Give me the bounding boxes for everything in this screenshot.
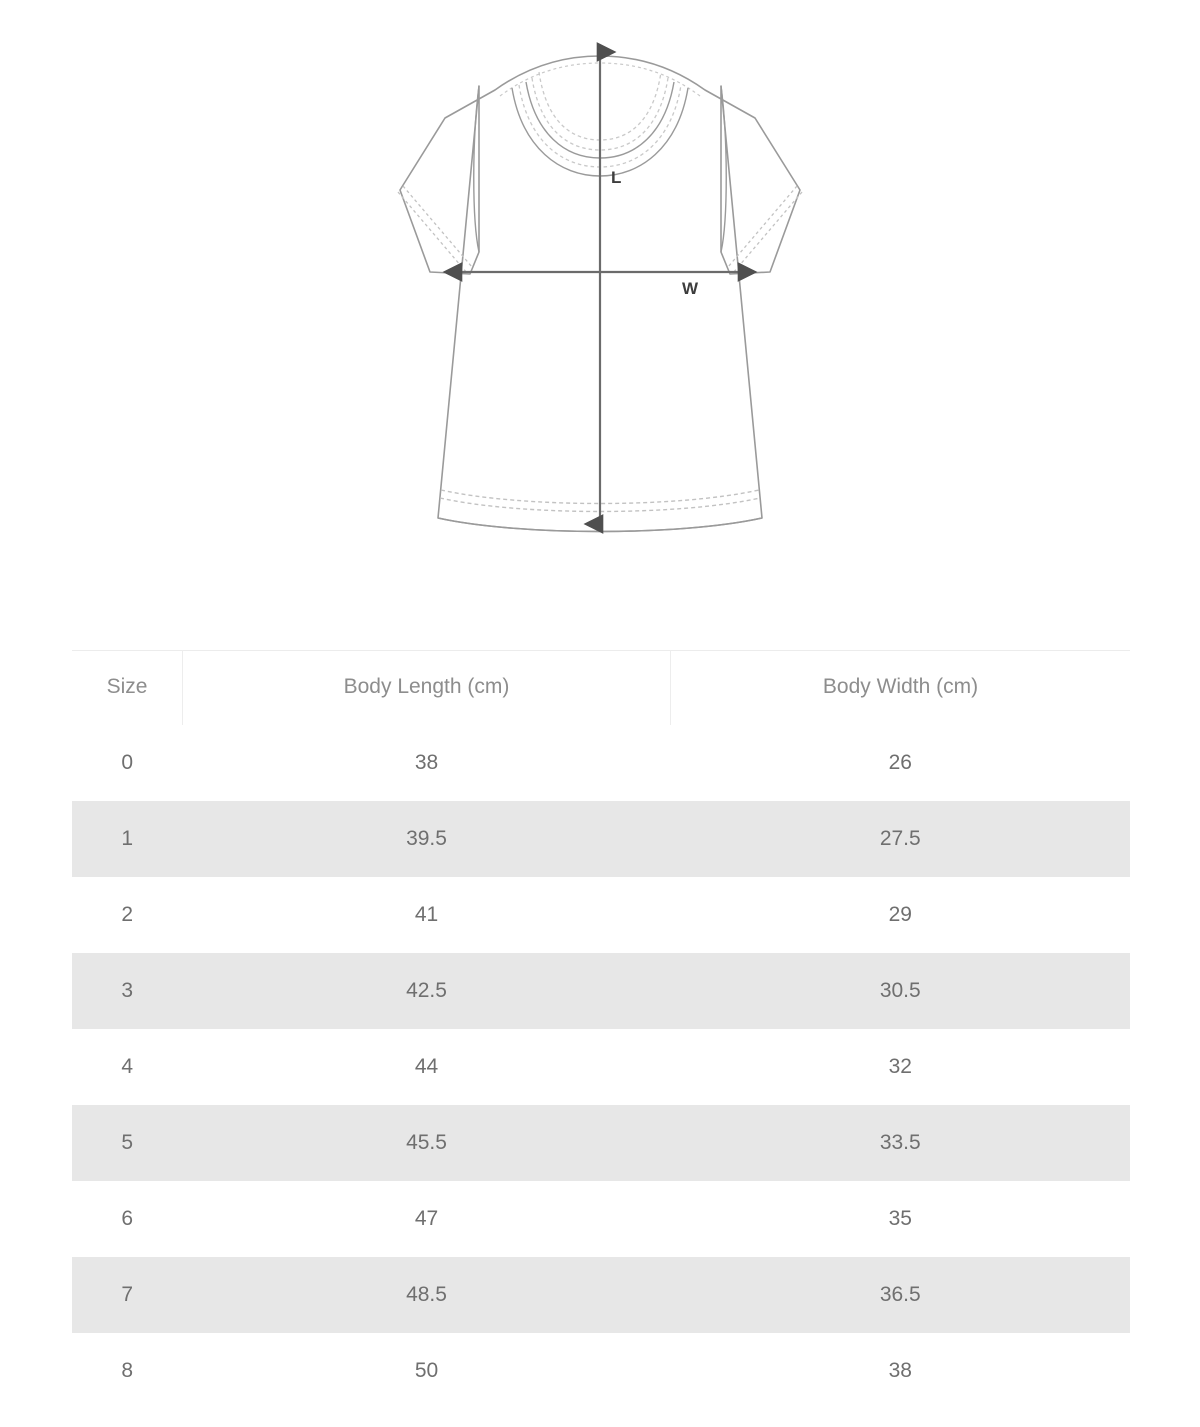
garment-diagram-area: L W: [0, 0, 1200, 620]
table-row: 3 42.5 30.5: [72, 953, 1130, 1029]
table-row: 1 39.5 27.5: [72, 801, 1130, 877]
table-row: 7 48.5 36.5: [72, 1257, 1130, 1333]
cell-body-length: 41: [414, 903, 439, 926]
cell-body-width: 32: [888, 1055, 912, 1078]
armhole-seams: [473, 85, 727, 253]
table-header-row: Size Body Length (cm) Body Width (cm): [72, 650, 1130, 725]
cell-body-length: 45.5: [406, 1131, 447, 1154]
cell-size: 5: [121, 1131, 134, 1154]
table-row: 8 50 38: [72, 1333, 1130, 1409]
cell-size: 3: [121, 979, 134, 1002]
cell-body-width: 38: [888, 1359, 912, 1382]
cell-body-length: 44: [414, 1055, 439, 1078]
cell-size: 4: [121, 1055, 134, 1078]
cell-body-length: 39.5: [406, 827, 447, 850]
cell-body-width: 26: [888, 751, 912, 774]
cell-size: 8: [121, 1359, 134, 1382]
column-header-size: Size: [106, 675, 148, 698]
table-row: 4 44 32: [72, 1029, 1130, 1105]
column-header-body-length: Body Length (cm): [182, 650, 671, 725]
body-width-measure-label: W: [682, 279, 699, 298]
cell-size: 0: [121, 751, 134, 774]
cell-body-length: 48.5: [406, 1283, 447, 1306]
table-row: 2 41 29: [72, 877, 1130, 953]
size-chart-table: Size Body Length (cm) Body Width (cm) 0 …: [72, 650, 1130, 1409]
cell-body-width: 35: [888, 1207, 912, 1230]
cell-body-width: 33.5: [879, 1131, 921, 1154]
table-row: 5 45.5 33.5: [72, 1105, 1130, 1181]
column-header-body-width: Body Width (cm): [670, 650, 1130, 725]
table-row: 6 47 35: [72, 1181, 1130, 1257]
cell-body-width: 36.5: [879, 1283, 921, 1306]
cell-body-length: 47: [414, 1207, 439, 1230]
cell-body-length: 42.5: [406, 979, 447, 1002]
table-row: 0 38 26: [72, 725, 1130, 801]
t-shirt-diagram: L W: [397, 42, 803, 534]
cell-size: 6: [121, 1207, 134, 1230]
cell-size: 1: [121, 827, 134, 850]
table-header: Size Body Length (cm) Body Width (cm): [72, 650, 1130, 725]
cell-size: 2: [121, 903, 134, 926]
cell-body-width: 27.5: [879, 827, 921, 850]
cell-body-length: 50: [414, 1359, 439, 1382]
cell-body-length: 38: [414, 751, 439, 774]
cell-size: 7: [121, 1283, 134, 1306]
cell-body-width: 30.5: [879, 979, 921, 1002]
bottom-hem-stitch: [439, 489, 761, 513]
cell-body-width: 29: [888, 903, 912, 926]
body-length-measure-label: L: [611, 168, 621, 187]
table-body: 0 38 26 1 39.5 27.5 2 41 29 3 42.5 30.5 …: [72, 725, 1130, 1409]
